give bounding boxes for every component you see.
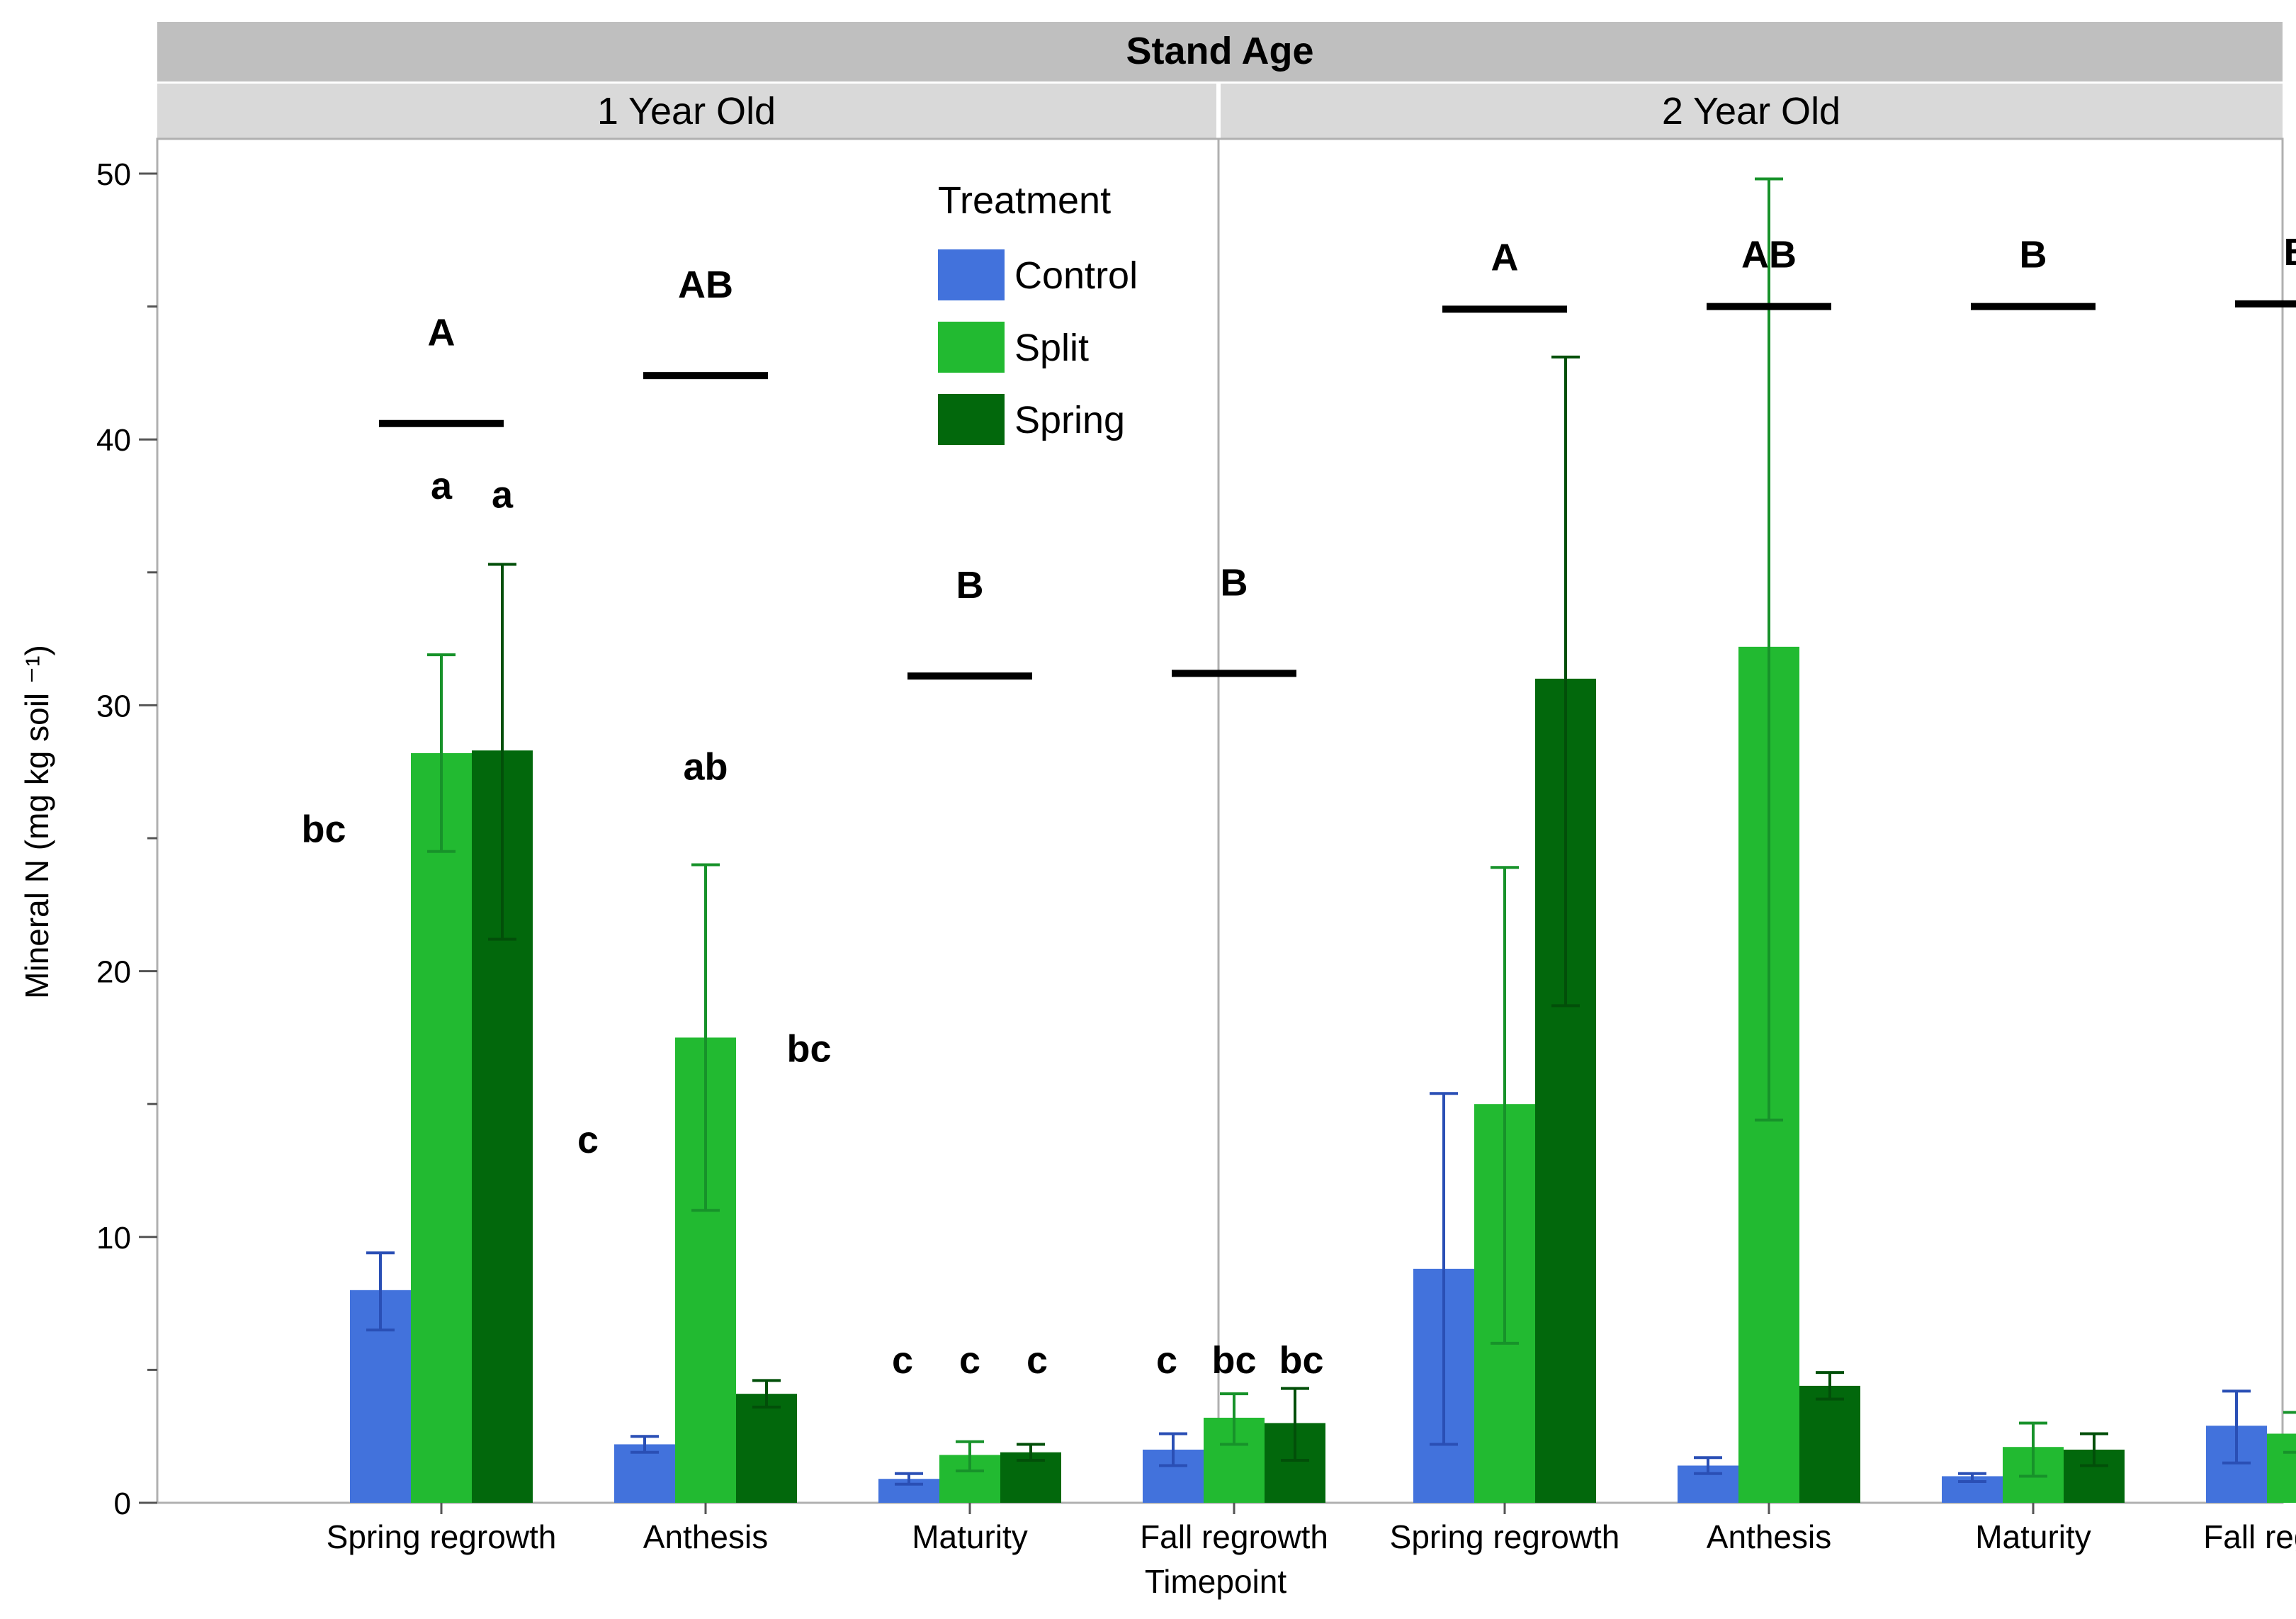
x-tick-label: Fall regrowth xyxy=(1140,1518,1328,1555)
significance-letters: bcaaAcabbcABcccBcbcbcBAABBB xyxy=(301,231,2296,1382)
x-tick-label: Maturity xyxy=(912,1518,1028,1555)
x-axis-label: Timepoint xyxy=(1145,1563,1286,1600)
bar xyxy=(2267,1433,2296,1503)
bar-letter: c xyxy=(1156,1339,1177,1382)
group-letter: B xyxy=(2020,234,2047,276)
y-tick-label: 10 xyxy=(96,1221,131,1256)
facet-title: Stand Age xyxy=(1126,30,1313,72)
bar-letter: bc xyxy=(1211,1339,1256,1382)
group-letter: B xyxy=(956,564,984,607)
bar-letter: c xyxy=(1027,1339,1048,1382)
bar-letter: bc xyxy=(1279,1339,1323,1382)
legend-label: Spring xyxy=(1014,399,1125,441)
x-axis: Spring regrowth Anthesis Maturity Fall regr… xyxy=(327,1503,2296,1555)
bar xyxy=(614,1444,675,1503)
panel-title-1: 1 Year Old xyxy=(597,90,776,132)
bar-letter: c xyxy=(959,1339,980,1382)
bar-letter: bc xyxy=(786,1027,831,1070)
y-axis: 0 10 20 30 40 50 xyxy=(96,157,157,1521)
legend-label: Control xyxy=(1014,254,1138,297)
x-tick-label: Fall regrowth xyxy=(2203,1518,2296,1555)
x-tick-label: Anthesis xyxy=(1707,1518,1831,1555)
y-tick-label: 0 xyxy=(114,1487,131,1521)
bar-letter: bc xyxy=(301,808,346,850)
y-axis-label: Mineral N (mg kg soil ⁻¹) xyxy=(18,645,55,999)
group-letter: A xyxy=(1491,236,1519,278)
bar-letter: a xyxy=(431,465,453,507)
bar xyxy=(736,1394,797,1503)
group-letter: A xyxy=(428,312,456,354)
bar xyxy=(411,752,472,1503)
bar-letter: c xyxy=(892,1339,913,1382)
x-tick-label: Maturity xyxy=(1975,1518,2091,1555)
legend-swatch xyxy=(938,394,1005,445)
bar-letter: a xyxy=(492,474,514,517)
bar-letter: ab xyxy=(683,746,728,789)
group-letter: AB xyxy=(678,264,733,306)
y-tick-label: 20 xyxy=(96,955,131,990)
y-tick-label: 50 xyxy=(96,157,131,192)
facet-header-strip xyxy=(157,22,2283,81)
panel-header-1 xyxy=(157,84,1216,139)
bar-letter: c xyxy=(577,1119,599,1161)
group-letter: B xyxy=(1221,561,1248,604)
group-letter: AB xyxy=(1741,234,1797,276)
legend-swatch xyxy=(938,249,1005,300)
panel-header-2 xyxy=(1221,84,2283,139)
group-letter: B xyxy=(2284,231,2296,273)
x-tick-label: Anthesis xyxy=(643,1518,768,1555)
panel-title-2: 2 Year Old xyxy=(1662,90,1840,132)
bar xyxy=(1799,1385,1860,1503)
legend-title: Treatment xyxy=(938,179,1111,222)
x-tick-label: Spring regrowth xyxy=(1390,1518,1620,1555)
legend-swatch xyxy=(938,322,1005,373)
y-tick-label: 40 xyxy=(96,423,131,458)
y-tick-label: 30 xyxy=(96,689,131,723)
error-bars xyxy=(366,177,2296,1486)
legend: Treatment Control Split Spring xyxy=(938,179,1138,445)
legend-label: Split xyxy=(1014,327,1089,369)
x-tick-label: Spring regrowth xyxy=(327,1518,557,1555)
